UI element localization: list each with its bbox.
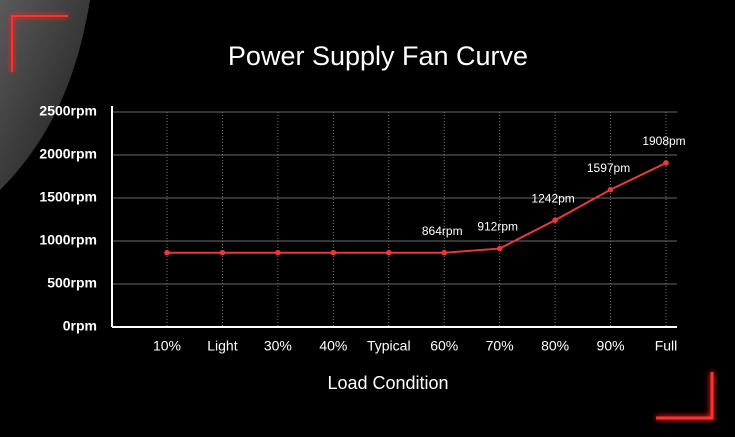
y-tick-label: 0rpm bbox=[63, 318, 97, 334]
series-line bbox=[167, 162, 667, 254]
chart-title: Power Supply Fan Curve bbox=[228, 41, 528, 71]
corner-bracket bbox=[656, 372, 714, 420]
data-point bbox=[219, 249, 226, 256]
data-point bbox=[330, 249, 337, 256]
y-tick-label: 1000rpm bbox=[39, 232, 97, 248]
data-label: 1242pm bbox=[531, 191, 574, 205]
x-tick-label: 70% bbox=[486, 338, 514, 354]
data-point bbox=[552, 217, 558, 223]
x-axis-title: Load Condition bbox=[327, 373, 448, 393]
y-tick-label: 2000rpm bbox=[39, 146, 97, 162]
x-tick-label: Light bbox=[207, 338, 237, 354]
data-label: 864rpm bbox=[422, 224, 463, 238]
data-point bbox=[164, 249, 170, 256]
corner-bracket bbox=[11, 15, 68, 72]
x-tick-label: 40% bbox=[319, 338, 347, 354]
corner-texture bbox=[0, 0, 90, 190]
x-tick-label: 10% bbox=[153, 338, 181, 354]
x-tick-label: Typical bbox=[367, 338, 411, 354]
x-tick-label: 60% bbox=[430, 338, 458, 354]
data-point bbox=[275, 249, 281, 256]
data-label: 1597pm bbox=[587, 161, 630, 175]
x-tick-label: Full bbox=[655, 338, 678, 354]
x-tick-label: 30% bbox=[264, 338, 292, 354]
data-point bbox=[441, 249, 448, 256]
data-point bbox=[385, 249, 392, 256]
x-tick-label: 90% bbox=[597, 338, 625, 354]
y-tick-label: 500rpm bbox=[47, 275, 97, 291]
data-point bbox=[607, 186, 614, 193]
data-label: 1908pm bbox=[642, 134, 685, 148]
x-tick-label: 80% bbox=[541, 338, 569, 354]
y-tick-label: 1500rpm bbox=[39, 189, 97, 205]
y-tick-label: 2500rpm bbox=[39, 103, 97, 119]
data-label: 912rpm bbox=[477, 220, 518, 234]
data-point bbox=[663, 160, 669, 166]
data-point bbox=[496, 245, 503, 252]
